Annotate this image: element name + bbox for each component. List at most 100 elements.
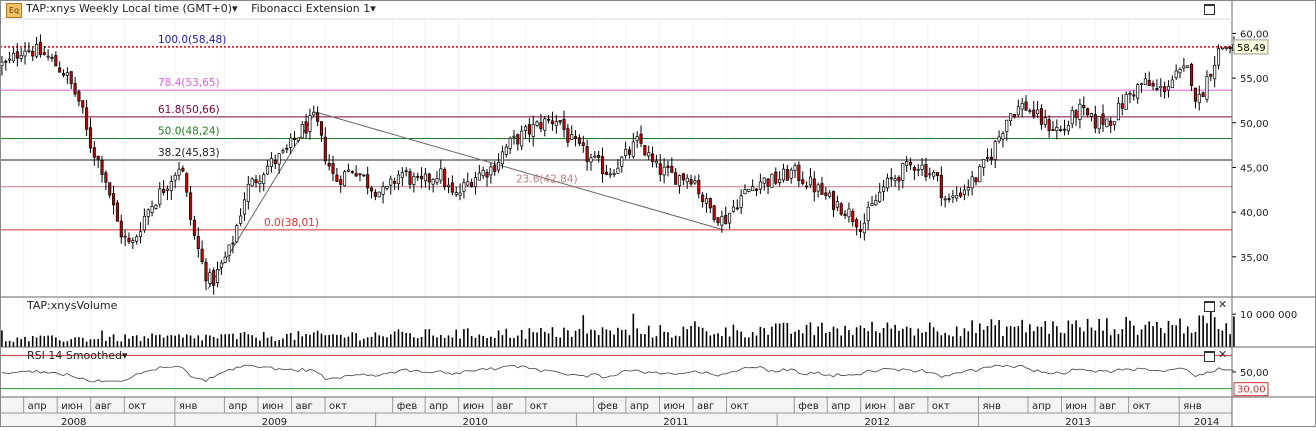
candle-body — [150, 206, 154, 213]
candle — [1032, 100, 1036, 119]
candle — [304, 113, 308, 139]
candle-body — [246, 183, 250, 202]
chart-title[interactable]: TAP:xnys Weekly Local time (GMT+0)▾ — [26, 2, 238, 15]
volume-bar — [555, 336, 558, 347]
volume-bar — [105, 340, 107, 347]
month-label: фев — [397, 401, 418, 412]
candle-body — [1001, 133, 1005, 140]
candle-body — [393, 180, 397, 184]
instrument-icon[interactable]: Eq — [6, 3, 22, 18]
candle — [331, 155, 335, 182]
candle — [797, 161, 801, 188]
candle — [924, 157, 928, 182]
volume-bar — [805, 324, 808, 347]
volume-bar — [994, 325, 997, 347]
candle — [666, 160, 670, 177]
candle-body — [27, 49, 31, 52]
volume-bar — [463, 328, 465, 347]
candle — [131, 237, 135, 249]
candle — [770, 173, 774, 188]
volume-bar — [347, 336, 350, 347]
study-selector[interactable]: Fibonacci Extension 1▾ — [251, 2, 376, 15]
candle — [835, 195, 839, 212]
month-label: апр — [630, 401, 649, 412]
candle — [373, 189, 377, 201]
volume-bar — [1109, 335, 1112, 347]
volume-bar — [1159, 327, 1162, 347]
close-rsi-pane-icon[interactable]: ✕ — [1218, 348, 1228, 361]
volume-bar — [47, 335, 49, 347]
candle — [1201, 91, 1205, 97]
maximize-price-pane-icon[interactable] — [1204, 4, 1215, 15]
volume-bar — [55, 337, 57, 347]
volume-bar — [1156, 321, 1158, 347]
chart-header[interactable]: TAP:xnys Weekly Local time (GMT+0)▾ Fibo… — [26, 2, 376, 15]
candle-body — [1105, 118, 1109, 128]
candle-body — [1089, 113, 1094, 117]
candle — [801, 171, 805, 186]
candle-body — [1193, 87, 1197, 102]
candle-body — [1147, 79, 1151, 87]
candle — [1190, 62, 1194, 91]
candle — [54, 51, 58, 67]
candle-body — [870, 203, 874, 207]
candle — [855, 217, 859, 236]
volume-bar — [243, 331, 246, 347]
volume-bar — [147, 338, 150, 347]
rsi-pane-title[interactable]: RSI 14 Smoothed▾ — [27, 349, 128, 362]
volume-bar — [647, 325, 650, 347]
candle-body — [1224, 46, 1228, 50]
candle-body — [658, 163, 662, 175]
candle — [466, 172, 470, 187]
candle-body — [1009, 113, 1013, 122]
candle — [681, 172, 685, 186]
candle — [58, 61, 62, 73]
volume-bar — [70, 339, 73, 347]
candle-body — [1059, 129, 1063, 131]
candle — [385, 185, 389, 191]
candle — [189, 185, 193, 226]
candle — [643, 144, 647, 157]
month-label: июн — [463, 401, 484, 412]
volume-bar — [990, 319, 993, 347]
candle — [1020, 97, 1024, 118]
volume-bar — [51, 335, 53, 347]
candle — [500, 145, 504, 169]
candle-body — [735, 207, 739, 210]
candle — [319, 121, 324, 142]
candle-body — [905, 161, 909, 166]
candle — [262, 172, 266, 192]
maximize-rsi-pane-icon[interactable] — [1204, 351, 1215, 362]
volume-bar — [952, 336, 954, 347]
candle — [527, 118, 531, 143]
candle — [473, 171, 478, 195]
candle — [1024, 95, 1028, 111]
candle — [454, 186, 458, 197]
volume-bar — [151, 333, 153, 347]
candle-body — [685, 177, 689, 183]
candle-body — [85, 107, 89, 130]
candle — [585, 139, 589, 171]
month-label: окт — [128, 401, 146, 412]
candle — [762, 177, 766, 191]
candle-body — [31, 50, 35, 57]
candle-body — [839, 203, 843, 215]
candle-body — [728, 212, 732, 224]
candle — [716, 217, 720, 226]
candle-body — [173, 174, 177, 181]
candle-body — [473, 177, 478, 188]
candle-body — [966, 187, 970, 191]
candle-body — [724, 215, 728, 224]
candle — [1174, 64, 1178, 81]
candle-body — [1012, 114, 1017, 118]
volume-bar — [859, 325, 862, 347]
volume-bar — [336, 334, 338, 347]
maximize-volume-pane-icon[interactable] — [1204, 301, 1215, 312]
candle — [774, 167, 778, 186]
candle-body — [797, 164, 801, 181]
volume-bar — [497, 330, 500, 347]
candle — [1213, 56, 1217, 88]
candle-body — [612, 173, 616, 175]
volume-bar — [132, 336, 134, 347]
close-volume-pane-icon[interactable]: ✕ — [1218, 298, 1228, 311]
